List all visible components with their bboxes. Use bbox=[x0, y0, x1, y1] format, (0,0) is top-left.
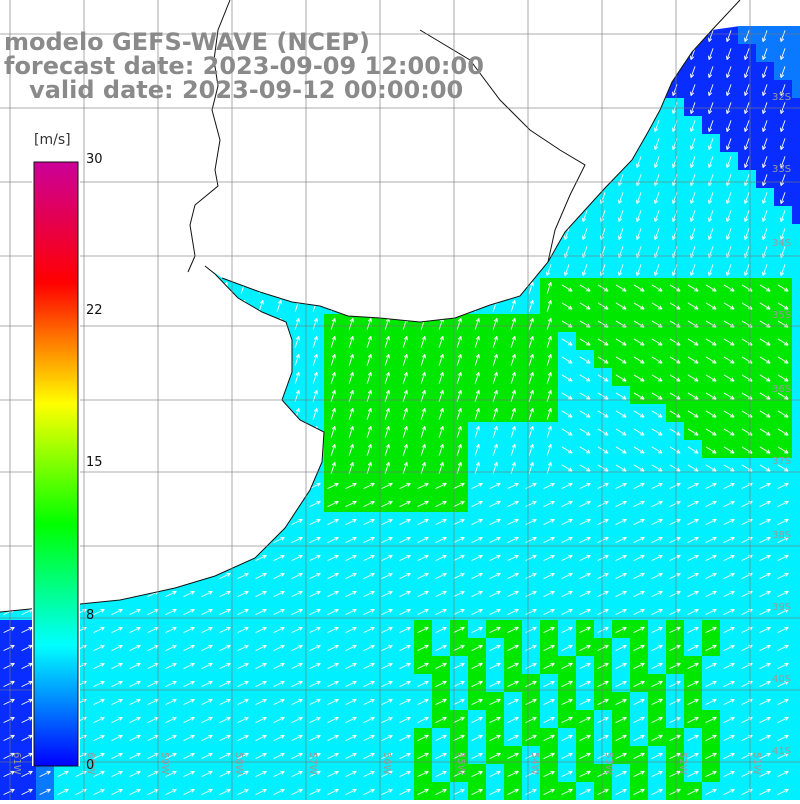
lat-label: 38S bbox=[772, 530, 791, 541]
lat-label: 33S bbox=[772, 164, 791, 175]
lat-label: 40S bbox=[772, 674, 791, 685]
lon-label: 56W bbox=[381, 752, 392, 775]
lon-label: 51W bbox=[751, 752, 762, 775]
lat-label: 36S bbox=[772, 384, 791, 395]
lon-label: 54W bbox=[529, 752, 540, 775]
colorbar-tick-30: 30 bbox=[86, 152, 103, 167]
lon-label: 55W bbox=[455, 752, 466, 775]
lat-label: 35S bbox=[772, 310, 791, 321]
lat-label: 34S bbox=[772, 238, 791, 249]
lon-label: 61W bbox=[11, 752, 22, 775]
colorbar-tick-22: 22 bbox=[86, 303, 103, 318]
colorbar-tick-0: 0 bbox=[86, 758, 94, 773]
colorbar-tick-15: 15 bbox=[86, 455, 103, 470]
lat-label: 41S bbox=[772, 746, 791, 757]
colorbar-unit-label: [m/s] bbox=[32, 132, 73, 148]
lon-label: 59W bbox=[159, 752, 170, 775]
lon-label: 57W bbox=[307, 752, 318, 775]
colorbar bbox=[34, 162, 78, 766]
lon-label: 53W bbox=[603, 752, 614, 775]
model-title: modelo GEFS-WAVE (NCEP) bbox=[4, 30, 484, 54]
lon-label: 52W bbox=[677, 752, 688, 775]
lat-label: 32S bbox=[772, 92, 791, 103]
valid-date: valid date: 2023-09-12 00:00:00 bbox=[4, 78, 484, 102]
lat-label: 37S bbox=[772, 456, 791, 467]
forecast-date: forecast date: 2023-09-09 12:00:00 bbox=[4, 54, 484, 78]
map-header: modelo GEFS-WAVE (NCEP) forecast date: 2… bbox=[4, 30, 484, 102]
colorbar-tick-8: 8 bbox=[86, 608, 94, 623]
lat-label: 39S bbox=[772, 602, 791, 613]
lon-label: 58W bbox=[233, 752, 244, 775]
